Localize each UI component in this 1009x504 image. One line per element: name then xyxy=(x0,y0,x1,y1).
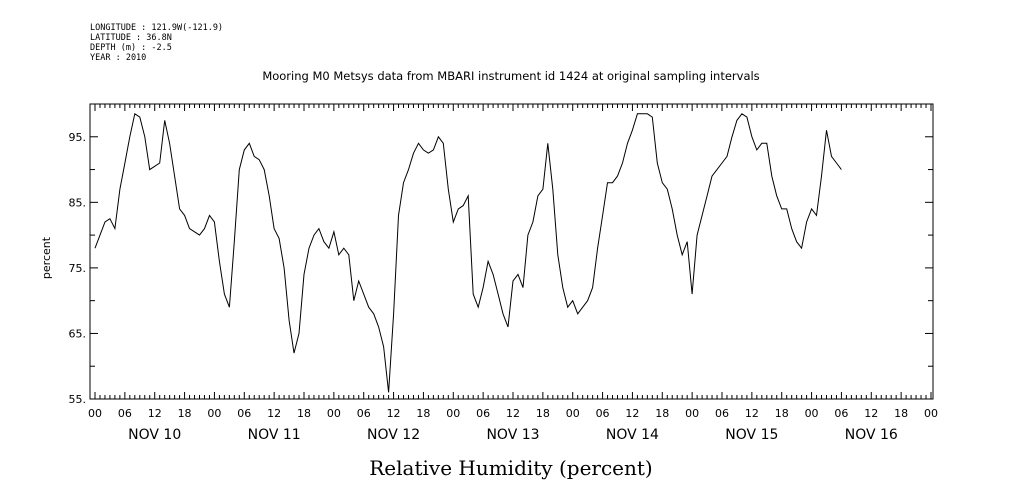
x-hour-label: 12 xyxy=(625,407,639,420)
x-hour-label: 12 xyxy=(745,407,759,420)
x-hour-label: 00 xyxy=(327,407,341,420)
y-tick-label: 55. xyxy=(69,393,87,406)
x-hour-label: 18 xyxy=(416,407,430,420)
longitude-label: LONGITUDE : 121.9W(-121.9) xyxy=(90,23,223,33)
x-hour-label: 18 xyxy=(536,407,550,420)
x-hour-label: 18 xyxy=(655,407,669,420)
x-hour-label: 00 xyxy=(207,407,221,420)
x-axes: 00 06 12 18 00 06 12 18 00 06 12 18 00 06 12 18 00 06 12 18… xyxy=(88,104,938,443)
x-hour-label: 18 xyxy=(775,407,789,420)
x-day-label: NOV 11 xyxy=(248,427,301,443)
x-day-label: NOV 14 xyxy=(606,427,659,443)
x-day-label: NOV 13 xyxy=(486,427,539,443)
x-hour-label: 00 xyxy=(446,407,460,420)
y-tick-label: 85. xyxy=(69,196,87,209)
x-hour-label: 18 xyxy=(178,407,192,420)
x-hour-label: 06 xyxy=(476,407,490,420)
x-hour-label: 00 xyxy=(566,407,580,420)
x-hour-label: 00 xyxy=(924,407,938,420)
x-hour-label: 12 xyxy=(387,407,401,420)
x-hour-label: 12 xyxy=(267,407,281,420)
y-tick-label: 65. xyxy=(69,327,87,340)
x-hour-label: 00 xyxy=(805,407,819,420)
y-tick-label: 95. xyxy=(69,131,87,144)
x-hour-label: 06 xyxy=(357,407,371,420)
x-day-label: NOV 10 xyxy=(128,427,181,443)
x-hour-label: 00 xyxy=(88,407,102,420)
y-tick-label: 75. xyxy=(69,262,87,275)
x-hour-label: 18 xyxy=(894,407,908,420)
plot-frame xyxy=(89,103,934,400)
x-day-label: NOV 12 xyxy=(367,427,420,443)
x-hour-label: 06 xyxy=(118,407,132,420)
x-hour-label: 06 xyxy=(596,407,610,420)
x-hour-label: 00 xyxy=(685,407,699,420)
metadata-block: LONGITUDE : 121.9W(-121.9) LATITUDE : 36… xyxy=(90,23,223,63)
humidity-series-line xyxy=(94,112,842,393)
y-axis-label: percent xyxy=(40,236,53,279)
y-axes: 55. 65. 75. 85. 95. xyxy=(69,103,933,406)
latitude-label: LATITUDE : 36.8N xyxy=(90,33,172,43)
x-hour-label: 12 xyxy=(148,407,162,420)
x-day-label: NOV 16 xyxy=(845,427,898,443)
x-axis-label: Relative Humidity (percent) xyxy=(369,456,652,480)
x-hour-label: 06 xyxy=(834,407,848,420)
x-day-label: NOV 15 xyxy=(725,427,778,443)
chart-title: Mooring M0 Metsys data from MBARI instru… xyxy=(262,69,759,83)
x-hour-label: 12 xyxy=(864,407,878,420)
x-hour-label: 06 xyxy=(237,407,251,420)
year-label: YEAR : 2010 xyxy=(90,53,146,63)
depth-label: DEPTH (m) : -2.5 xyxy=(90,43,172,53)
x-hour-label: 12 xyxy=(506,407,520,420)
x-hour-label: 18 xyxy=(297,407,311,420)
x-hour-label: 06 xyxy=(715,407,729,420)
